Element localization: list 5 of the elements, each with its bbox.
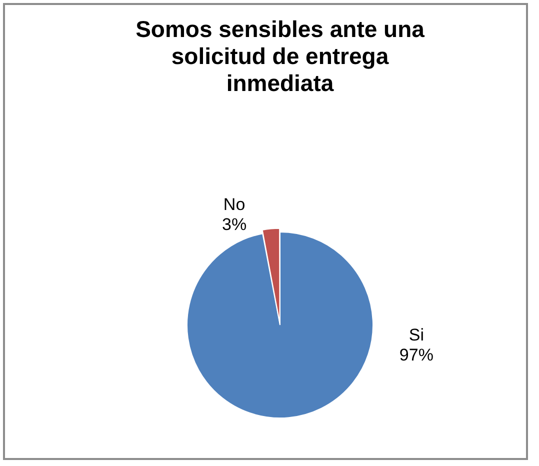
data-label: 97% — [399, 345, 434, 364]
slice-label: Si — [408, 325, 424, 344]
slice-label: No — [223, 194, 246, 214]
chart-title: Somos sensibles ante una solicitud de entrega inmediata — [134, 16, 426, 97]
data-label: 3% — [222, 214, 247, 234]
